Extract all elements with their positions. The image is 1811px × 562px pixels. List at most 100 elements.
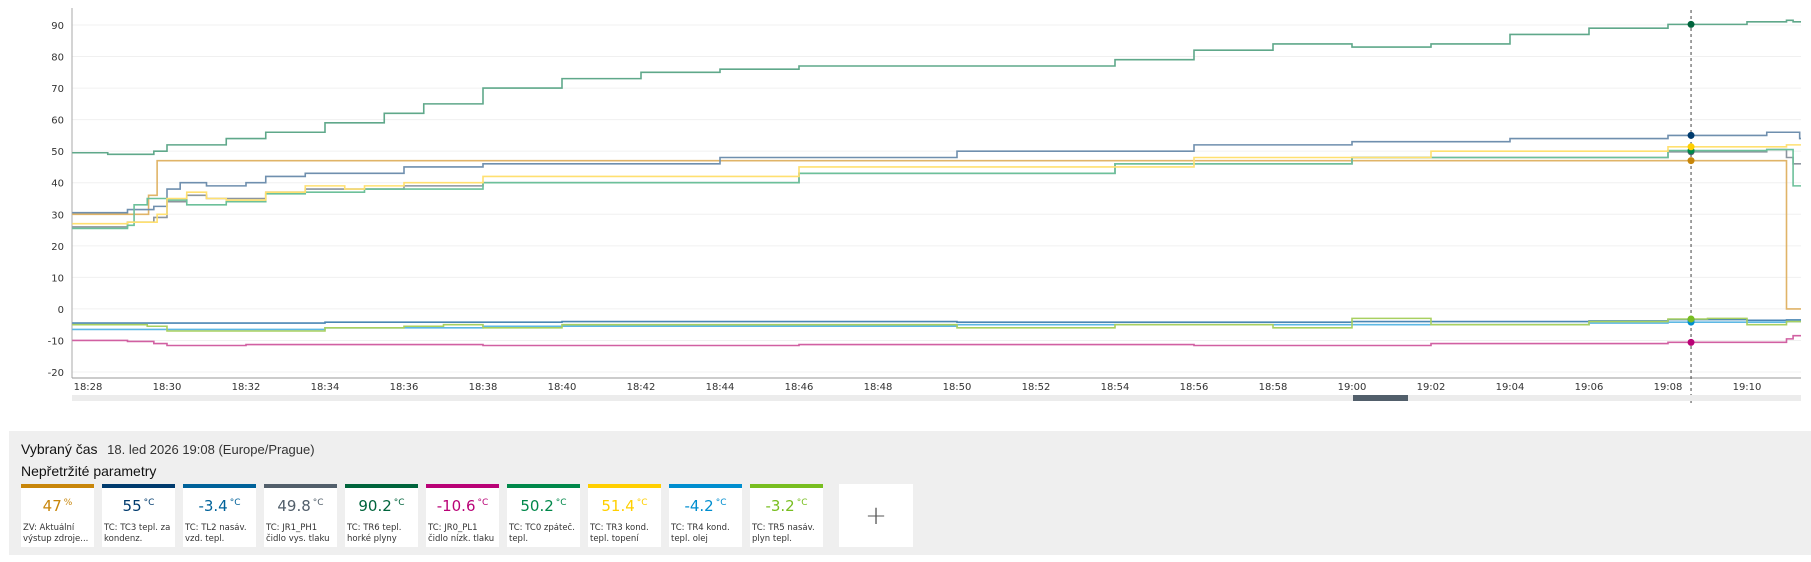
value-unit: °C [477, 498, 489, 508]
parameter-label: ZV: Aktuální výstup zdroje... [23, 523, 89, 544]
series-line-tc3 [72, 131, 1801, 214]
series-line-tr3 [72, 144, 1801, 225]
parameter-card[interactable]: 90.2 °C TČ: TR6 tepl. horké plyny [345, 484, 418, 547]
selected-time-value: 18. led 2026 19:08 (Europe/Prague) [107, 442, 315, 457]
parameter-label: TČ: TR4 kond. tepl. olej [671, 523, 730, 544]
parameter-label: TČ: JR0_PL1 čidlo nízk. tlaku [428, 523, 495, 544]
parameter-label: TČ: TL2 nasáv. vzd. tepl. [185, 523, 247, 544]
parameter-label: TČ: TC3 tepl. za kondenz. [104, 523, 171, 544]
parameter-card[interactable]: 50.2 °C TČ: TC0 zpáteč. tepl. [507, 484, 580, 547]
selected-time: Vybraný čas 18. led 2026 19:08 (Europe/P… [21, 441, 315, 457]
series-line-jr0 [72, 334, 1801, 347]
y-tick-label: 0 [58, 305, 64, 316]
add-parameter-button[interactable]: + [839, 484, 913, 547]
value-unit: °C [636, 498, 648, 508]
parameter-value: -3.4 °C [183, 497, 256, 515]
value-number: 90.2 [358, 497, 392, 515]
value-unit: °C [312, 498, 324, 508]
cursor-marker-tr3 [1687, 143, 1695, 151]
x-tick-label: 18:34 [311, 382, 340, 393]
section-title: Nepřetržité parametry [21, 463, 157, 479]
value-number: -3.4 [198, 497, 228, 515]
parameter-label: TČ: JR1_PH1 čidlo vys. tlaku [266, 523, 330, 544]
parameter-card[interactable]: 47% ZV: Aktuální výstup zdroje... [21, 484, 94, 547]
parameter-value: -10.6 °C [426, 497, 499, 515]
y-tick-label: -10 [48, 336, 64, 347]
x-tick-label: 18:52 [1022, 382, 1051, 393]
x-tick-label: 19:02 [1417, 382, 1446, 393]
x-tick-label: 18:30 [153, 382, 182, 393]
x-tick-label: 18:32 [232, 382, 261, 393]
cursor-marker-tr5 [1687, 315, 1695, 323]
value-number: 47 [42, 497, 62, 515]
selected-time-panel: Vybraný čas 18. led 2026 19:08 (Europe/P… [9, 431, 1811, 555]
x-tick-label: 18:40 [548, 382, 577, 393]
x-tick-label: 18:28 [74, 382, 103, 393]
value-number: -10.6 [436, 497, 476, 515]
value-unit: °C [555, 498, 567, 508]
parameter-value: 47% [21, 497, 94, 515]
value-unit: °C [393, 498, 405, 508]
series-line-tr5 [72, 317, 1801, 332]
parameter-label: TČ: TR3 kond. tepl. topení [590, 523, 649, 544]
x-tick-label: 18:50 [943, 382, 972, 393]
parameter-value: 50.2 °C [507, 497, 580, 515]
time-series-chart[interactable]: -20 -10 0 10 20 30 40 50 60 70 80 90 18:28 18:30 18:32… [0, 0, 1811, 410]
x-tick-label: 18:44 [706, 382, 735, 393]
x-tick-label: 18:56 [1180, 382, 1209, 393]
series-line-zv [72, 159, 1801, 310]
x-tick-label: 18:36 [390, 382, 419, 393]
value-unit: °C [143, 498, 155, 508]
series-line-tr6 [72, 19, 1801, 156]
x-tick-label: 18:48 [864, 382, 893, 393]
value-number: 50.2 [520, 497, 554, 515]
parameter-cards: 47% ZV: Aktuální výstup zdroje... 55 °C TČ: … [21, 484, 913, 547]
parameter-label: TČ: TC0 zpáteč. tepl. [509, 523, 575, 544]
value-number: 55 [122, 497, 142, 515]
parameter-value: 90.2 °C [345, 497, 418, 515]
parameter-value: 55 °C [102, 497, 175, 515]
parameter-label: TČ: TR6 tepl. horké plyny [347, 523, 402, 544]
x-tick-label: 19:06 [1575, 382, 1604, 393]
value-unit: % [63, 498, 73, 508]
cursor-marker-zv [1687, 157, 1695, 165]
parameter-value: 49.8 °C [264, 497, 337, 515]
value-number: -4.2 [684, 497, 714, 515]
cursor-marker-tc3 [1687, 131, 1695, 139]
plus-icon: + [865, 500, 887, 531]
x-tick-label: 18:46 [785, 382, 814, 393]
parameter-card[interactable]: -10.6 °C TČ: JR0_PL1 čidlo nízk. tlaku [426, 484, 499, 547]
y-tick-label: 30 [51, 210, 64, 221]
x-tick-label: 18:38 [469, 382, 498, 393]
y-tick-label: 40 [51, 179, 64, 190]
x-tick-label: 18:42 [627, 382, 656, 393]
parameter-card[interactable]: 55 °C TČ: TC3 tepl. za kondenz. [102, 484, 175, 547]
parameter-value: 51.4 °C [588, 497, 661, 515]
x-tick-label: 19:10 [1733, 382, 1762, 393]
value-unit: °C [796, 498, 808, 508]
cursor-marker-tr6 [1687, 20, 1695, 28]
parameter-label: TČ: TR5 nasáv. plyn tepl. [752, 523, 815, 544]
y-tick-label: 80 [51, 53, 64, 64]
y-tick-label: -20 [48, 368, 64, 379]
y-tick-label: 10 [51, 273, 64, 284]
parameter-value: -3.2 °C [750, 497, 823, 515]
parameter-card[interactable]: 49.8 °C TČ: JR1_PH1 čidlo vys. tlaku [264, 484, 337, 547]
scrollbar-track[interactable] [72, 395, 1801, 401]
x-tick-label: 19:04 [1496, 382, 1525, 393]
parameter-card[interactable]: 51.4 °C TČ: TR3 kond. tepl. topení [588, 484, 661, 547]
x-tick-label: 18:58 [1259, 382, 1288, 393]
value-number: 51.4 [601, 497, 635, 515]
parameter-card[interactable]: -3.2 °C TČ: TR5 nasáv. plyn tepl. [750, 484, 823, 547]
x-tick-label: 19:08 [1654, 382, 1683, 393]
x-tick-label: 19:00 [1338, 382, 1367, 393]
y-tick-label: 60 [51, 116, 64, 127]
parameter-card[interactable]: -3.4 °C TČ: TL2 nasáv. vzd. tepl. [183, 484, 256, 547]
value-number: 49.8 [277, 497, 311, 515]
y-tick-label: 70 [51, 84, 64, 95]
series-line-tl2 [72, 318, 1801, 324]
parameter-card[interactable]: -4.2 °C TČ: TR4 kond. tepl. olej [669, 484, 742, 547]
scrollbar-thumb[interactable] [1353, 395, 1408, 401]
value-number: -3.2 [765, 497, 795, 515]
selected-time-label: Vybraný čas [21, 441, 98, 457]
